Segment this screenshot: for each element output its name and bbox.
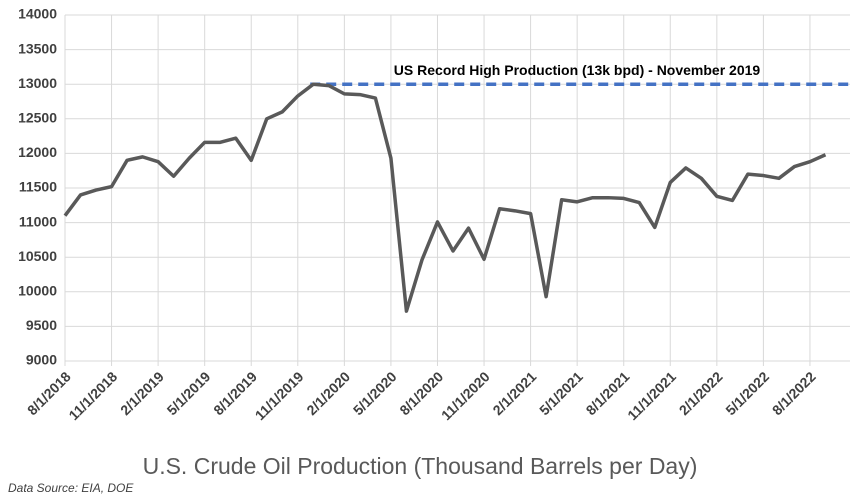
y-tick-label: 11000 [19,213,57,229]
x-tick-label: 5/1/2019 [164,368,214,418]
y-tick-label: 13500 [18,40,57,56]
y-tick-label: 10000 [18,283,57,299]
source-note: Data Source: EIA, DOE [8,481,134,495]
data-line [63,82,827,313]
y-tick-label: 11500 [19,179,57,195]
x-tick-label: 11/1/2020 [438,368,493,423]
y-tick-label: 14000 [18,6,57,22]
x-tick-label: 2/1/2020 [303,368,353,418]
reference-label: US Record High Production (13k bpd) - No… [394,62,761,78]
y-tick-label: 13000 [18,75,57,91]
x-tick-label: 5/1/2022 [722,368,772,418]
y-tick-label: 12500 [18,110,57,126]
x-tick-label: 11/1/2018 [65,368,120,423]
x-tick-label: 2/1/2019 [117,368,167,418]
y-tick-label: 12000 [18,144,57,160]
x-tick-label: 11/1/2019 [252,368,307,423]
x-tick-label: 11/1/2021 [624,368,679,423]
x-tick-label: 8/1/2022 [769,368,819,418]
y-tick-label: 10500 [18,248,57,264]
y-tick-label: 9000 [26,352,57,368]
x-tick-label: 2/1/2021 [489,368,539,418]
chart-title: U.S. Crude Oil Production (Thousand Barr… [143,453,698,479]
x-tick-label: 2/1/2022 [676,368,726,418]
x-tick-label: 5/1/2020 [350,368,400,418]
y-tick-label: 9500 [26,317,57,333]
x-tick-label: 5/1/2021 [536,368,586,418]
